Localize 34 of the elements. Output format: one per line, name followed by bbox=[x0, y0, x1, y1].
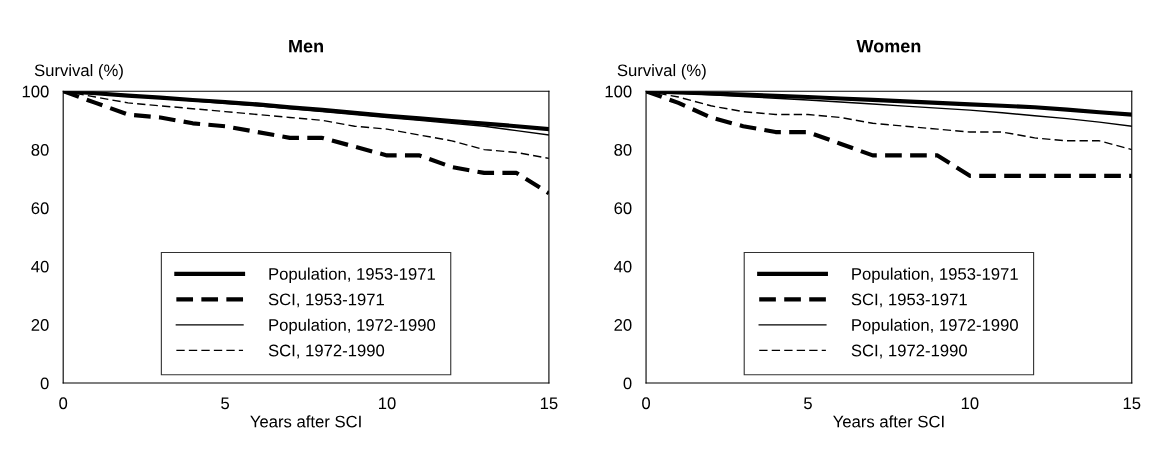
x-tick-label: 0 bbox=[642, 397, 651, 410]
y-tick-label: 40 bbox=[614, 260, 632, 273]
chart-title: Men bbox=[289, 39, 323, 53]
x-tick-label: 15 bbox=[1123, 397, 1141, 410]
x-axis-title: Years after SCI bbox=[833, 415, 944, 428]
legend-label: Population, 1953-1971 bbox=[852, 267, 1018, 284]
legend-label: SCI, 1972-1990 bbox=[268, 344, 385, 359]
x-axis-title: Years after SCI bbox=[250, 415, 361, 428]
x-tick-label: 5 bbox=[221, 397, 230, 410]
y-axis-title: Survival (%) bbox=[617, 63, 706, 80]
y-tick-label: 60 bbox=[614, 202, 632, 215]
y-tick-label: 100 bbox=[605, 85, 632, 98]
y-tick-label: 80 bbox=[31, 143, 49, 156]
y-tick-label: 40 bbox=[31, 260, 49, 273]
legend-label: Population, 1972-1990 bbox=[269, 318, 436, 335]
y-tick-label: 60 bbox=[31, 202, 49, 215]
y-tick-label: 100 bbox=[22, 85, 49, 98]
legend-label: SCI, 1953-1971 bbox=[851, 293, 967, 308]
y-axis-title: Survival (%) bbox=[34, 63, 123, 80]
legend-label: Population, 1953-1971 bbox=[269, 267, 435, 284]
x-tick-label: 5 bbox=[803, 397, 812, 410]
legend-label: SCI, 1972-1990 bbox=[851, 344, 967, 359]
x-tick-label: 0 bbox=[59, 397, 68, 410]
y-tick-label: 0 bbox=[40, 377, 49, 390]
y-tick-label: 20 bbox=[614, 319, 632, 331]
x-tick-label: 15 bbox=[540, 397, 558, 410]
y-tick-label: 20 bbox=[31, 319, 49, 331]
x-tick-label: 10 bbox=[961, 397, 979, 410]
legend-label: Population, 1972-1990 bbox=[852, 318, 1018, 335]
y-tick-label: 0 bbox=[623, 377, 632, 390]
chart-title: Women bbox=[856, 39, 921, 53]
y-tick-label: 80 bbox=[614, 143, 632, 156]
legend-label: SCI, 1953-1971 bbox=[268, 293, 384, 308]
x-tick-label: 10 bbox=[379, 397, 396, 410]
